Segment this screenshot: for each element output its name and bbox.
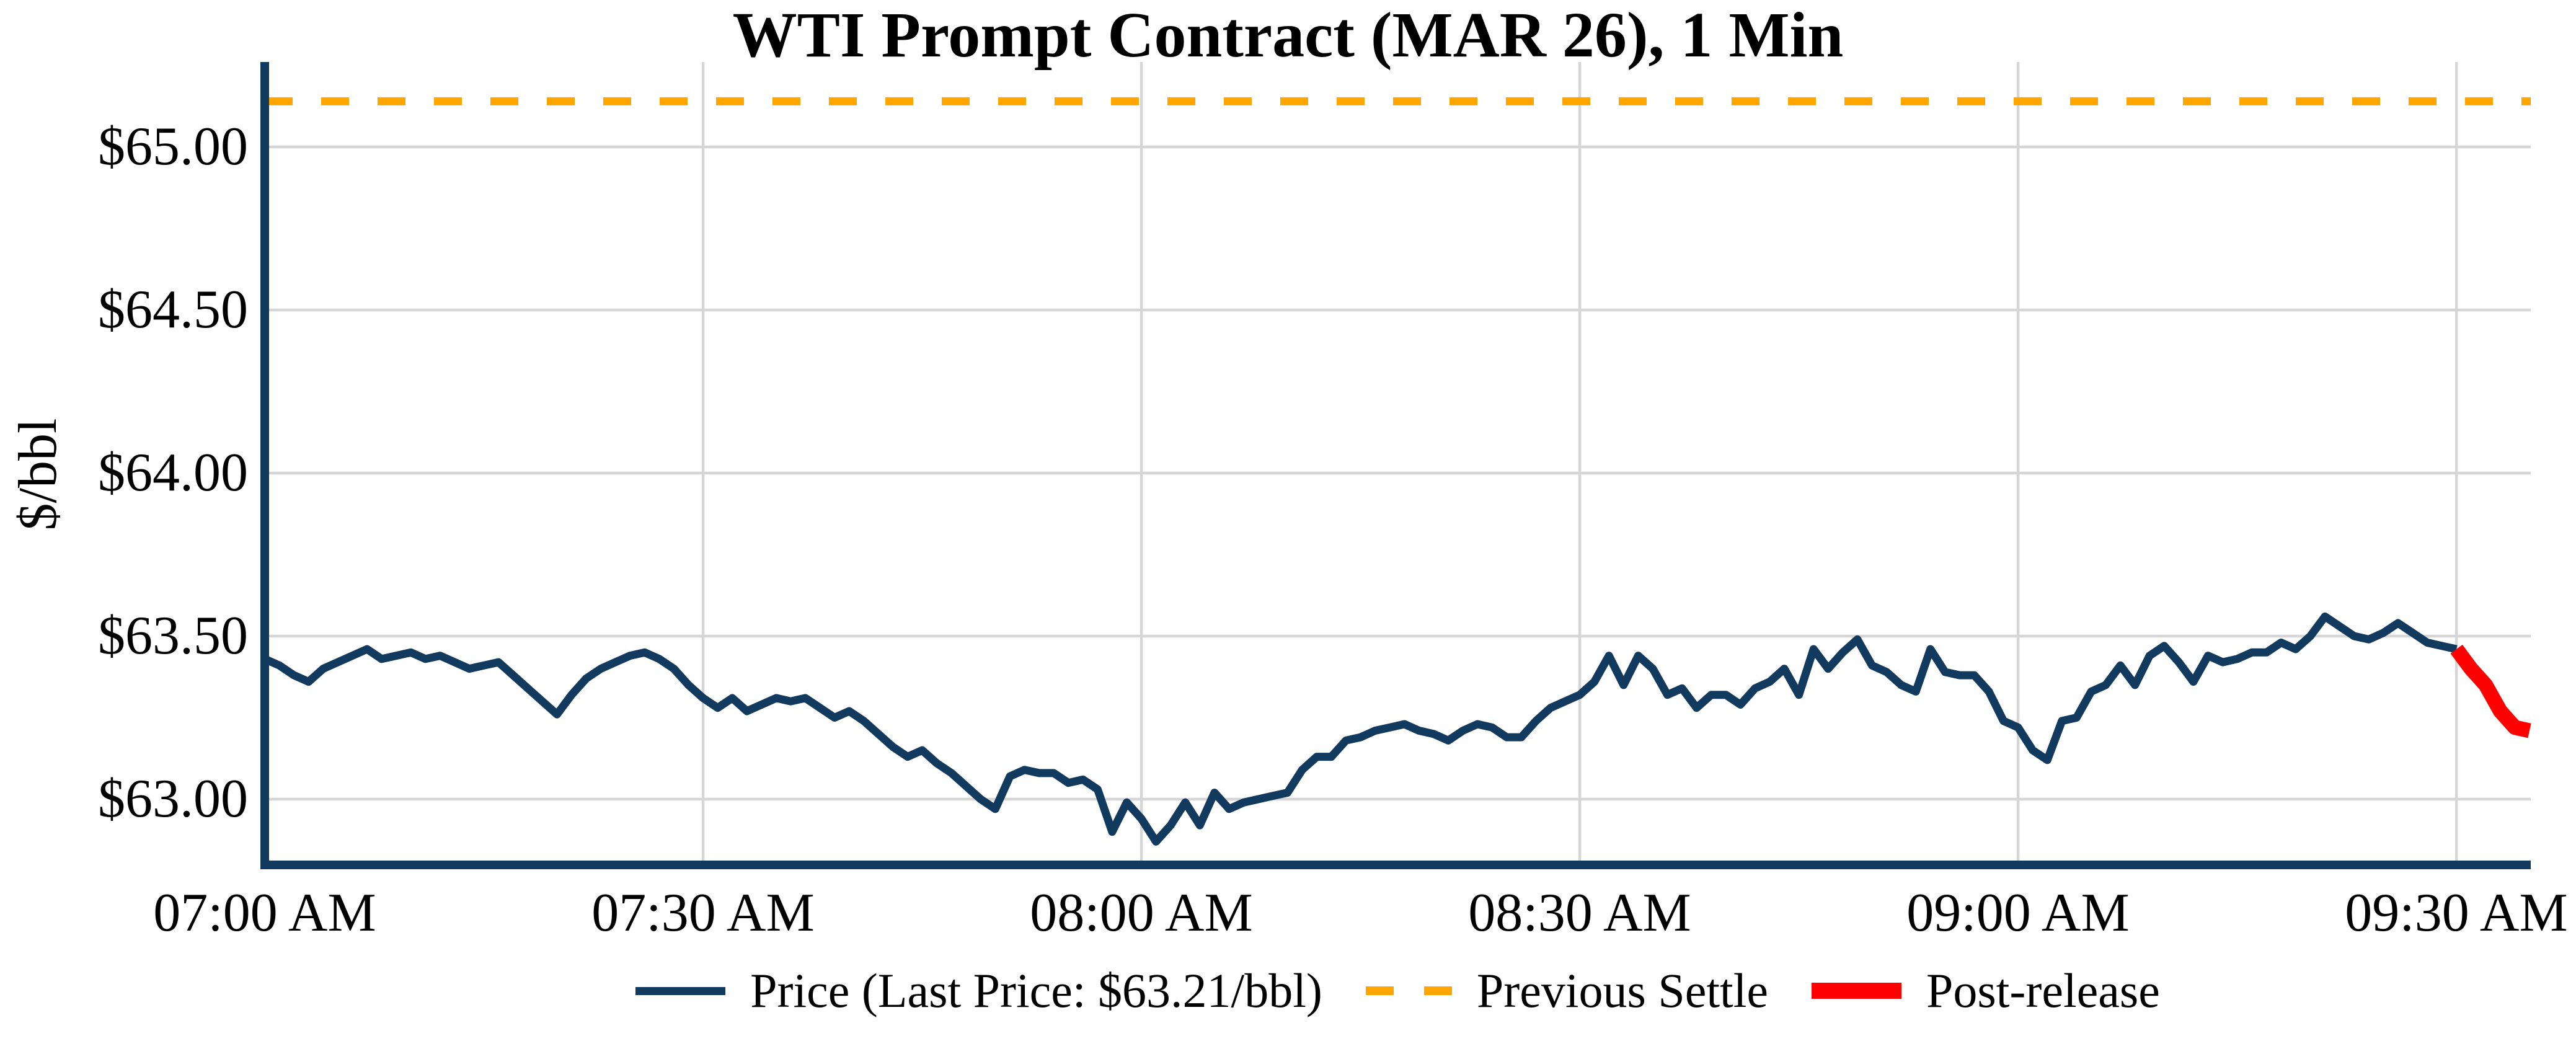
x-tick-label-0700: 07:00 AM bbox=[153, 883, 376, 943]
y-tick-label-65.00: $65.00 bbox=[98, 117, 248, 177]
legend: Price (Last Price: $63.21/bbl) Previous … bbox=[265, 954, 2531, 1028]
legend-item-previous-settle: Previous Settle bbox=[1365, 963, 1769, 1019]
y-tick-label-64.00: $64.00 bbox=[98, 443, 248, 503]
x-tick-label-0900: 09:00 AM bbox=[1906, 883, 2130, 943]
previous-settle-dash-swatch-icon bbox=[1365, 986, 1452, 995]
x-tick-label-0830: 08:30 AM bbox=[1468, 883, 1691, 943]
post-release-line bbox=[2450, 644, 2531, 738]
legend-item-price: Price (Last Price: $63.21/bbl) bbox=[635, 963, 1322, 1019]
y-tick-label-63.50: $63.50 bbox=[98, 606, 248, 666]
chart-title: WTI Prompt Contract (MAR 26), 1 Min bbox=[732, 0, 1844, 71]
price-line bbox=[263, 612, 2458, 846]
legend-label-post-release: Post-release bbox=[1926, 963, 2160, 1017]
legend-label-price: Price (Last Price: $63.21/bbl) bbox=[750, 963, 1322, 1017]
y-tick-label-64.50: $64.50 bbox=[98, 280, 248, 340]
legend-label-previous-settle: Previous Settle bbox=[1476, 963, 1769, 1017]
post-release-swatch-icon bbox=[1812, 983, 1902, 999]
x-tick-label-0800: 08:00 AM bbox=[1030, 883, 1253, 943]
price-line-swatch-icon bbox=[635, 986, 726, 995]
x-axis-spine bbox=[260, 861, 2531, 869]
x-tick-label-0730: 07:30 AM bbox=[591, 883, 815, 943]
legend-item-post-release: Post-release bbox=[1812, 963, 2160, 1019]
y-tick-label-63.00: $63.00 bbox=[98, 769, 248, 829]
y-axis-spine bbox=[260, 62, 269, 869]
x-tick-label-0930: 09:30 AM bbox=[2345, 883, 2568, 943]
